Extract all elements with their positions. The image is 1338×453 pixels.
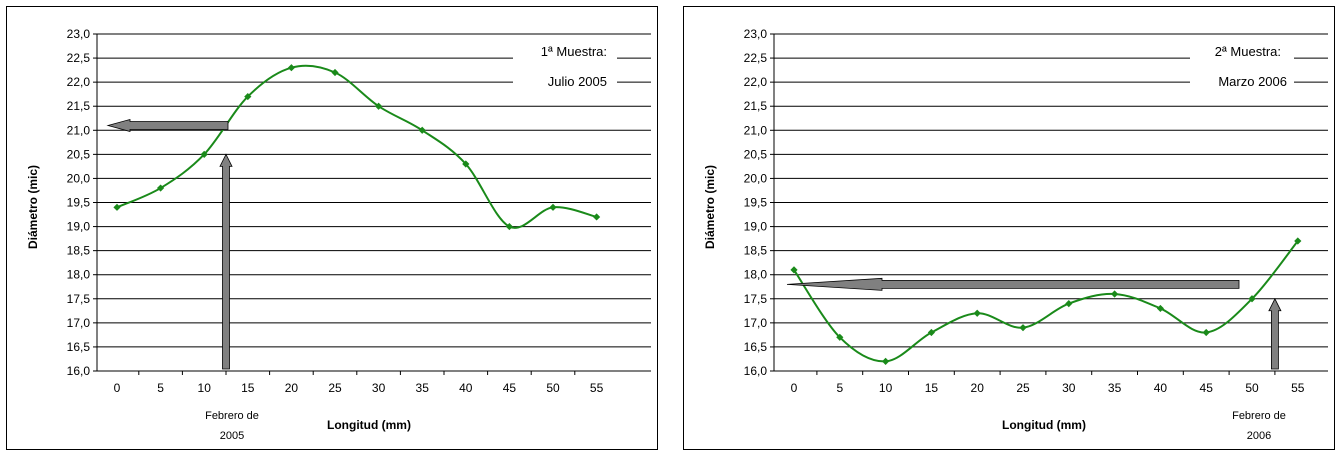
chart-1-x-tick-label: 50: [546, 381, 560, 395]
chart-2-y-tick-label: 20,0: [744, 171, 768, 185]
chart-1-data-point: [287, 64, 295, 72]
chart-1-y-tick-label: 21,0: [67, 123, 91, 137]
chart-1-y-tick-label: 17,0: [67, 316, 91, 330]
chart-2-sample-label-line2: Marzo 2006: [1218, 74, 1287, 89]
chart-1-horizontal-arrow: [106, 118, 229, 132]
chart-2-y-tick-label: 22,5: [744, 51, 768, 65]
chart-1-y-tick-label: 19,0: [67, 220, 91, 234]
chart-2-x-tick-label: 40: [1154, 381, 1168, 395]
chart-2-data-point: [790, 266, 798, 274]
chart-1-x-tick-label: 5: [157, 381, 164, 395]
chart-2-y-tick-label: 18,5: [744, 244, 768, 258]
chart-2-y-tick-label: 23,0: [744, 27, 768, 41]
chart-1-data-point: [113, 203, 121, 211]
chart-1-x-tick-label: 25: [328, 381, 342, 395]
chart-1-y-tick-label: 18,0: [67, 268, 91, 282]
chart-2-y-tick-label: 16,0: [744, 364, 768, 378]
chart-2-horizontal-arrow: [786, 277, 1240, 291]
chart-1-data-point: [244, 92, 252, 101]
chart-2-y-tick-label: 20,5: [744, 147, 768, 161]
chart-1-x-tick-label: 15: [241, 381, 255, 395]
chart-1-sample-label-line1: 1ª Muestra:: [541, 44, 607, 59]
chart-1-data-point: [505, 222, 513, 231]
chart-1-y-tick-label: 18,5: [67, 244, 91, 258]
chart-1-ylabel: Diámetro (mic): [26, 165, 40, 249]
chart-2-y-tick-label: 17,5: [744, 292, 768, 306]
chart-2-vertical-arrow: [1268, 297, 1282, 370]
chart-1-x-tick-label: 45: [503, 381, 517, 395]
chart-2-data-point: [973, 309, 981, 317]
chart-2-y-tick-label: 17,0: [744, 316, 768, 330]
chart-2-x-tick-label: 5: [836, 381, 843, 395]
chart-1-y-tick-label: 21,5: [67, 99, 91, 113]
chart-2-xlabel: Longitud (mm): [1002, 418, 1086, 432]
chart-2-x-tick-label: 35: [1108, 381, 1122, 395]
chart-1-data-point: [331, 68, 339, 77]
chart-2-y-tick-label: 22,0: [744, 75, 768, 89]
chart-2-y-tick-label: 21,5: [744, 99, 768, 113]
chart-1-x-tick-label: 10: [198, 381, 212, 395]
chart-1-series-line: [116, 64, 597, 229]
chart-1-y-tick-label: 16,0: [67, 364, 91, 378]
chart-1-data-point: [375, 102, 383, 110]
chart-panel-2: Diámetro (mic) Longitud (mm) 2ª Muestra:…: [683, 6, 1335, 450]
chart-2-data-point: [1294, 237, 1302, 245]
chart-2-x-tick-label: 50: [1245, 381, 1259, 395]
chart-2-series-line: [793, 240, 1299, 363]
chart-2-data-point: [1202, 328, 1210, 337]
chart-2-x-tick-label: 55: [1291, 381, 1305, 395]
chart-2-x-tick-label: 30: [1062, 381, 1076, 395]
chart-2-x-tick-label: 45: [1200, 381, 1214, 395]
chart-1-y-tick-label: 17,5: [67, 292, 91, 306]
chart-panel-1: Diámetro (mic) Longitud (mm) 1ª Muestra:…: [6, 6, 658, 450]
chart-1-y-tick-label: 23,0: [67, 27, 91, 41]
chart-1-data-point: [157, 184, 165, 192]
chart-2-svg: Diámetro (mic) Longitud (mm) 2ª Muestra:…: [703, 27, 1328, 442]
chart-2-annotation-line1: Febrero de: [1232, 410, 1286, 422]
chart-1-x-tick-label: 0: [114, 381, 121, 395]
chart-2-x-tick-label: 15: [925, 381, 939, 395]
chart-1-x-tick-label: 40: [459, 381, 473, 395]
chart-1-x-tick-label: 30: [372, 381, 386, 395]
chart-2-x-tick-label: 10: [879, 381, 893, 395]
chart-1-y-tick-label: 16,5: [67, 340, 91, 354]
chart-1-y-tick-label: 20,0: [67, 171, 91, 185]
chart-1-sample-label-line2: Julio 2005: [548, 74, 607, 89]
chart-2-y-tick-label: 19,0: [744, 220, 768, 234]
chart-1-data-point: [418, 126, 426, 134]
chart-1-y-tick-label: 22,5: [67, 51, 91, 65]
chart-1-x-tick-label: 55: [590, 381, 604, 395]
chart-2-y-tick-label: 19,5: [744, 196, 768, 210]
chart-2-data-point: [1019, 324, 1027, 332]
chart-1-x-tick-label: 35: [416, 381, 430, 395]
chart-1-xlabel: Longitud (mm): [327, 418, 411, 432]
chart-1-data-point: [549, 203, 557, 211]
chart-1-x-tick-label: 20: [285, 381, 299, 395]
chart-1-annotation-line1: Febrero de: [205, 410, 259, 422]
chart-1-data-point: [200, 150, 208, 158]
chart-2-data-point: [1111, 290, 1119, 298]
chart-1-data-point: [462, 160, 470, 168]
chart-2-x-tick-label: 0: [791, 381, 798, 395]
chart-1-y-tick-label: 19,5: [67, 196, 91, 210]
chart-2-y-tick-label: 16,5: [744, 340, 768, 354]
chart-2-annotation-line2: 2006: [1247, 430, 1271, 442]
chart-2-data-point: [1156, 304, 1164, 313]
chart-1-data-point: [593, 213, 601, 221]
chart-2-sample-label-line1: 2ª Muestra:: [1215, 44, 1281, 59]
chart-2-data-point: [882, 357, 890, 365]
chart-2-y-tick-label: 18,0: [744, 268, 768, 282]
chart-1-y-tick-label: 22,0: [67, 75, 91, 89]
chart-2-ylabel: Diámetro (mic): [703, 165, 717, 249]
chart-1-vertical-arrow: [219, 153, 233, 370]
chart-2-y-tick-label: 21,0: [744, 123, 768, 137]
chart-2-x-tick-label: 25: [1016, 381, 1030, 395]
chart-2-data-point: [1065, 300, 1073, 308]
chart-2-x-tick-label: 20: [971, 381, 985, 395]
chart-1-svg: Diámetro (mic) Longitud (mm) 1ª Muestra:…: [26, 27, 651, 442]
chart-1-y-tick-label: 20,5: [67, 147, 91, 161]
chart-1-annotation-line2: 2005: [220, 430, 244, 442]
